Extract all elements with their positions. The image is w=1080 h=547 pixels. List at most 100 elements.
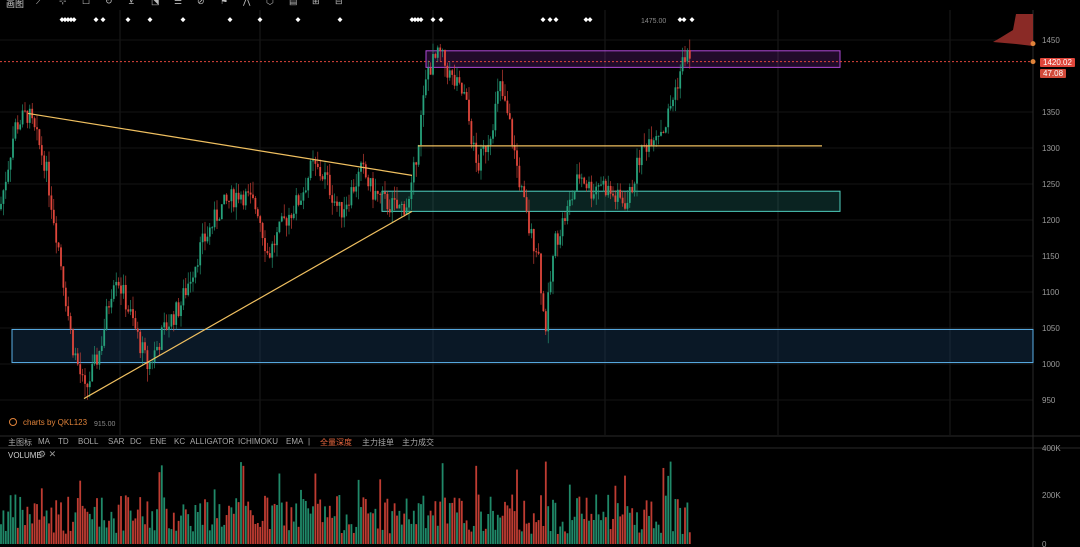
candle-body (616, 189, 619, 202)
event-marker-icon (415, 17, 421, 23)
indicator-tab[interactable]: DC (130, 437, 142, 446)
volume-bar (535, 522, 538, 544)
volume-bar (134, 518, 137, 544)
candle-body (26, 110, 29, 123)
candle-body (213, 209, 216, 228)
indicator-tab[interactable]: SAR (108, 437, 125, 446)
indicator-tab[interactable]: ICHIMOKU (238, 437, 278, 446)
toolbar-tool-icon[interactable]: ⊞ (312, 0, 320, 6)
indicator-tab[interactable]: ALLIGATOR (190, 437, 235, 446)
candle-body (456, 77, 458, 86)
volume-bar (36, 504, 38, 544)
candle-body (388, 209, 391, 213)
candle-body (496, 91, 499, 104)
event-marker-icon (409, 17, 415, 23)
indicator-tab[interactable]: 主图标 (8, 438, 32, 447)
toolbar-tool-icon[interactable]: ⟋ (36, 0, 43, 6)
toolbar-tool-icon[interactable]: ⊟ (335, 0, 343, 6)
indicator-tab[interactable]: MA (38, 437, 50, 446)
toolbar-tool-icon[interactable]: ↻ (105, 0, 113, 6)
candle-body (24, 110, 26, 112)
candle-body (314, 160, 317, 164)
volume-bar (211, 524, 214, 544)
indicator-tab[interactable]: 主力挂单 (362, 438, 394, 447)
candle-body (36, 127, 38, 130)
volume-bar (230, 507, 233, 544)
candle-body (254, 197, 257, 210)
candle-body (547, 292, 550, 332)
candle-body (405, 207, 408, 215)
price-tick-label: 1050 (1042, 324, 1060, 333)
toolbar-tool-icon[interactable]: ☐ (82, 0, 91, 6)
toolbar-tool-icon[interactable]: ☰ (174, 0, 183, 6)
indicator-tab[interactable]: KC (174, 437, 186, 446)
volume-controls[interactable]: ⚙ ✕ (38, 449, 57, 459)
volume-bar (290, 507, 293, 544)
candle-body (398, 204, 401, 209)
volume-bar (93, 506, 96, 544)
volume-bar (276, 504, 278, 544)
volume-bar (122, 530, 125, 544)
volume-bar (499, 517, 502, 544)
volume-bar (660, 532, 662, 544)
toolbar-tool-icon[interactable]: ⊻ (128, 0, 135, 6)
volume-bar (194, 505, 197, 544)
volume-bar (235, 498, 238, 544)
candle-body (417, 145, 420, 165)
candle-body (470, 121, 473, 145)
event-marker-icon (147, 17, 153, 23)
volume-bar (240, 462, 242, 544)
volume-bar (585, 497, 588, 544)
candle-body (446, 65, 449, 78)
candle-body (532, 229, 535, 252)
volume-bar (638, 532, 641, 544)
volume-bar (328, 505, 331, 544)
candle-body (259, 216, 262, 223)
toolbar-tool-icon[interactable]: ⊘ (197, 0, 205, 6)
volume-bar (547, 506, 550, 544)
candle-body (12, 138, 14, 158)
candle-body (369, 178, 372, 187)
candle-body (374, 190, 377, 200)
indicator-tab[interactable]: TD (58, 437, 69, 446)
toolbar-tool-icon[interactable]: ⋀ (243, 0, 251, 6)
volume-bar (441, 463, 444, 544)
volume-bar (571, 520, 574, 544)
volume-bar (69, 530, 72, 544)
volume-bar (132, 520, 134, 544)
toolbar-tool-icon[interactable]: ▤ (289, 0, 298, 6)
volume-bar (45, 510, 48, 544)
volume-bar (362, 497, 365, 544)
indicator-tab[interactable]: 主力成交 (402, 438, 434, 447)
indicator-tab[interactable]: EMA (286, 437, 304, 446)
volume-bar (597, 514, 600, 544)
toolbar-tool-icon[interactable]: ⬡ (266, 0, 274, 6)
price-tick-label: 1200 (1042, 216, 1060, 225)
volume-label: VOLUME (8, 451, 42, 460)
candle-body (201, 233, 204, 243)
toolbar-tool-icon[interactable]: ⊹ (59, 0, 67, 6)
volume-bar (676, 499, 679, 544)
indicator-tab[interactable]: ENE (150, 437, 167, 446)
event-marker-icon (677, 17, 683, 23)
candle-body (177, 302, 180, 317)
candle-body (664, 127, 667, 133)
event-marker-icon (438, 17, 444, 23)
indicator-tab[interactable]: 全量深度 (320, 438, 352, 447)
candle-body (472, 142, 475, 145)
toolbar-tool-icon[interactable]: ⚑ (220, 0, 229, 6)
volume-bar (177, 520, 180, 544)
volume-bar (156, 509, 158, 544)
toolbar-tool-icon[interactable]: ⬔ (151, 0, 160, 6)
candle-body (249, 192, 252, 195)
volume-bar (396, 515, 398, 544)
volume-bar (249, 510, 252, 544)
candle-body (9, 157, 12, 170)
candle-body (120, 285, 122, 294)
candle-body (432, 54, 434, 75)
volume-bar (528, 522, 530, 544)
indicator-tab[interactable]: BOLL (78, 437, 99, 446)
volume-bar (153, 530, 156, 544)
volume-bar (458, 498, 461, 544)
